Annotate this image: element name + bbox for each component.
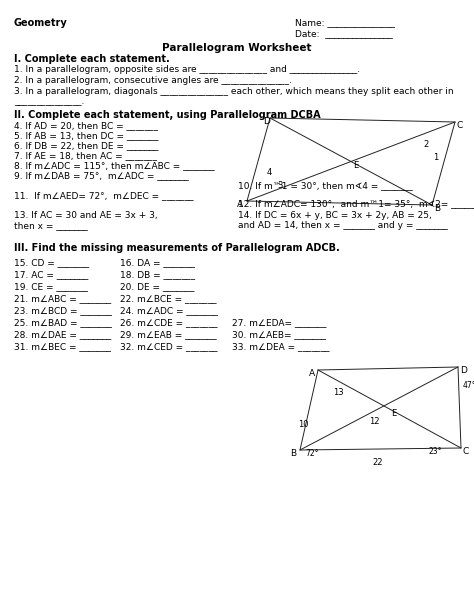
Text: 13. If AC = 30 and AE = 3x + 3,: 13. If AC = 30 and AE = 3x + 3, bbox=[14, 211, 158, 220]
Text: Parallelogram Worksheet: Parallelogram Worksheet bbox=[162, 43, 312, 53]
Text: then x = _______: then x = _______ bbox=[14, 221, 88, 230]
Text: III. Find the missing measurements of Parallelogram ADCB.: III. Find the missing measurements of Pa… bbox=[14, 243, 340, 253]
Text: 6. If DB = 22, then DE = _______: 6. If DB = 22, then DE = _______ bbox=[14, 141, 158, 150]
Text: B: B bbox=[434, 204, 440, 213]
Text: 3. In a parallelogram, diagonals _______________ each other, which means they sp: 3. In a parallelogram, diagonals _______… bbox=[14, 87, 454, 96]
Text: 2. In a parallelogram, consecutive angles are _______________.: 2. In a parallelogram, consecutive angle… bbox=[14, 76, 292, 85]
Text: 18. DB = _______: 18. DB = _______ bbox=[120, 270, 195, 279]
Text: Geometry: Geometry bbox=[14, 18, 68, 28]
Text: 21. m∠ABC = _______: 21. m∠ABC = _______ bbox=[14, 294, 111, 303]
Text: 23°: 23° bbox=[429, 447, 443, 456]
Text: 28. m∠DAE = _______: 28. m∠DAE = _______ bbox=[14, 330, 111, 339]
Text: 22: 22 bbox=[372, 458, 383, 467]
Text: 11.  If m∠AED= 72°,  m∠DEC = _______: 11. If m∠AED= 72°, m∠DEC = _______ bbox=[14, 191, 193, 200]
Text: D: D bbox=[263, 117, 270, 126]
Text: 1. In a parallelogram, opposite sides are _______________ and _______________.: 1. In a parallelogram, opposite sides ar… bbox=[14, 65, 360, 74]
Text: 33. m∠DEA = _______: 33. m∠DEA = _______ bbox=[232, 342, 329, 351]
Text: and AD = 14, then x = _______ and y = _______: and AD = 14, then x = _______ and y = __… bbox=[238, 221, 448, 230]
Text: 19. CE = _______: 19. CE = _______ bbox=[14, 282, 88, 291]
Text: 10: 10 bbox=[298, 420, 309, 429]
Text: 30. m∠AEB= _______: 30. m∠AEB= _______ bbox=[232, 330, 326, 339]
Text: 31. m∠BEC = _______: 31. m∠BEC = _______ bbox=[14, 342, 111, 351]
Text: B: B bbox=[290, 449, 296, 458]
Text: 14. If DC = 6x + y, BC = 3x + 2y, AB = 25,: 14. If DC = 6x + y, BC = 3x + 2y, AB = 2… bbox=[238, 211, 432, 220]
Text: 10. If m™1 = 30°, then m∢4 = _______: 10. If m™1 = 30°, then m∢4 = _______ bbox=[238, 181, 413, 190]
Text: 12: 12 bbox=[370, 417, 380, 426]
Text: 32. m∠CED = _______: 32. m∠CED = _______ bbox=[120, 342, 218, 351]
Text: 4: 4 bbox=[267, 168, 272, 177]
Text: C: C bbox=[457, 121, 463, 130]
Text: 23. m∠BCD = _______: 23. m∠BCD = _______ bbox=[14, 306, 112, 315]
Text: 20. DE = _______: 20. DE = _______ bbox=[120, 282, 194, 291]
Text: 26. m∠CDE = _______: 26. m∠CDE = _______ bbox=[120, 318, 218, 327]
Text: Date:  _______________: Date: _______________ bbox=[295, 29, 393, 38]
Text: E: E bbox=[353, 161, 358, 170]
Text: 4. If AD = 20, then BC = _______: 4. If AD = 20, then BC = _______ bbox=[14, 121, 158, 130]
Text: A: A bbox=[237, 200, 243, 209]
Text: 24. m∠ADC = _______: 24. m∠ADC = _______ bbox=[120, 306, 218, 315]
Text: 8. If m∠ADC = 115°, then m∠ABC = _______: 8. If m∠ADC = 115°, then m∠ABC = _______ bbox=[14, 161, 215, 170]
Text: 13: 13 bbox=[333, 388, 344, 397]
Text: C: C bbox=[463, 447, 469, 456]
Text: 25. m∠BAD = _______: 25. m∠BAD = _______ bbox=[14, 318, 112, 327]
Text: 47°: 47° bbox=[463, 381, 474, 390]
Text: I. Complete each statement.: I. Complete each statement. bbox=[14, 54, 170, 64]
Text: 15. CD = _______: 15. CD = _______ bbox=[14, 258, 89, 267]
Text: 72°: 72° bbox=[305, 449, 319, 458]
Text: 9. If m∠DAB = 75°,  m∠ADC = _______: 9. If m∠DAB = 75°, m∠ADC = _______ bbox=[14, 171, 189, 180]
Text: 22. m∠BCE = _______: 22. m∠BCE = _______ bbox=[120, 294, 217, 303]
Text: 16. DA = _______: 16. DA = _______ bbox=[120, 258, 195, 267]
Text: 27. m∠EDA= _______: 27. m∠EDA= _______ bbox=[232, 318, 327, 327]
Text: 3: 3 bbox=[277, 181, 283, 190]
Text: 7. If AE = 18, then AC = _______: 7. If AE = 18, then AC = _______ bbox=[14, 151, 157, 160]
Text: II. Complete each statement, using Parallelogram DCBA: II. Complete each statement, using Paral… bbox=[14, 110, 320, 120]
Text: 17. AC = _______: 17. AC = _______ bbox=[14, 270, 88, 279]
Text: 29. m∠EAB = _______: 29. m∠EAB = _______ bbox=[120, 330, 217, 339]
Text: 5. If AB = 13, then DC = _______: 5. If AB = 13, then DC = _______ bbox=[14, 131, 158, 140]
Text: D: D bbox=[460, 366, 467, 375]
Text: A: A bbox=[309, 369, 315, 378]
Text: _______________.: _______________. bbox=[14, 97, 90, 106]
Text: 2: 2 bbox=[423, 140, 428, 149]
Text: E: E bbox=[392, 409, 397, 418]
Text: 12. If m∠ADC= 130°,  and m™1= 35°,  m∢2= _______: 12. If m∠ADC= 130°, and m™1= 35°, m∢2= _… bbox=[238, 199, 474, 208]
Text: Name: _______________: Name: _______________ bbox=[295, 18, 395, 27]
Text: 1: 1 bbox=[433, 153, 438, 162]
